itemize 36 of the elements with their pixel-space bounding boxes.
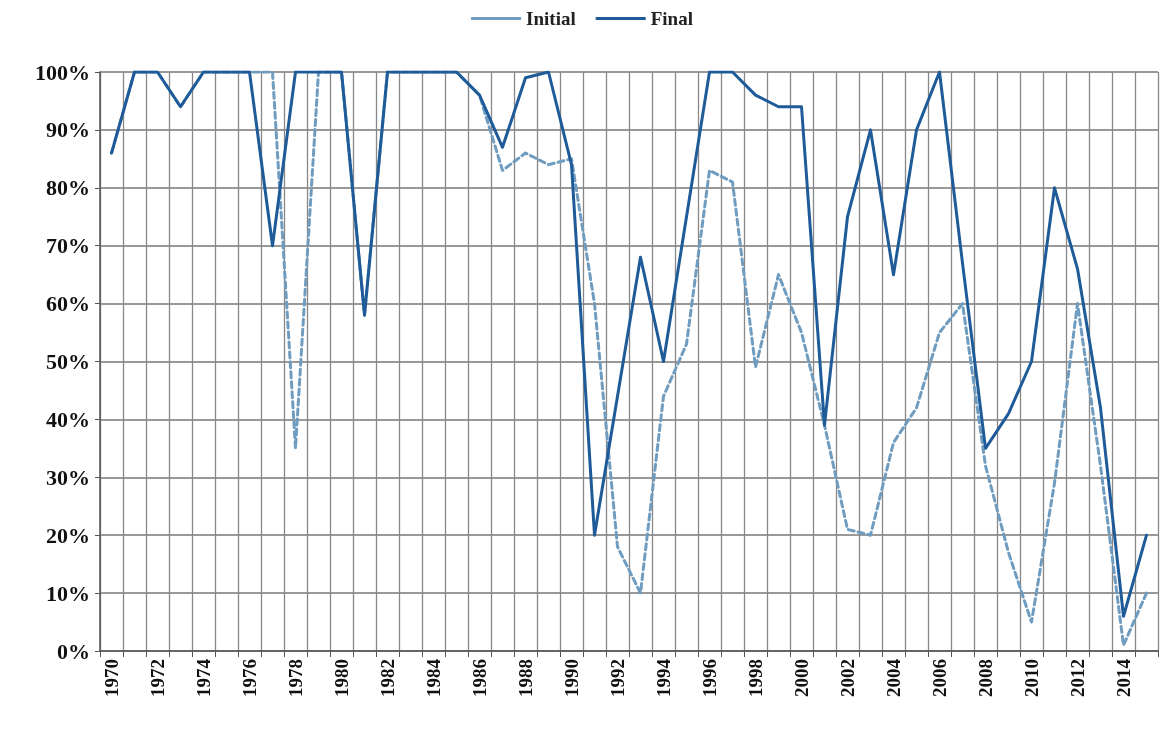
x-tick-label: 2010 (1021, 659, 1042, 697)
x-tick-label: 1974 (193, 658, 214, 697)
y-tick-label: 70% (46, 233, 90, 259)
x-tick-label: 1998 (745, 659, 766, 697)
x-tick-label: 2008 (975, 659, 996, 697)
legend-label: Initial (526, 8, 576, 29)
x-tick-label: 1972 (147, 659, 168, 697)
x-tick-label: 1970 (101, 659, 122, 697)
y-tick-label: 40% (46, 406, 90, 432)
y-tick-label: 60% (46, 291, 90, 317)
y-tick-label: 50% (46, 349, 90, 374)
y-tick-label: 90% (46, 117, 90, 143)
x-tick-label: 2002 (837, 659, 858, 697)
x-tick-label: 1978 (285, 659, 306, 697)
x-tick-label: 1984 (423, 658, 444, 697)
x-tick-label: 1980 (331, 659, 352, 697)
x-tick-label: 2012 (1067, 659, 1088, 697)
x-tick-label: 2004 (883, 658, 904, 697)
x-tick-label: 2006 (929, 659, 950, 697)
x-tick-label: 2014 (1113, 658, 1134, 697)
y-tick-label: 0% (57, 638, 90, 664)
x-tick-label: 1976 (239, 659, 260, 697)
y-tick-label: 10% (46, 580, 90, 606)
x-tick-label: 2000 (791, 659, 812, 697)
x-tick-label: 1990 (561, 659, 582, 697)
legend-label: Final (650, 8, 693, 29)
y-tick-label: 30% (46, 464, 90, 490)
y-tick-label: 100% (35, 59, 90, 85)
x-tick-label: 1988 (515, 659, 536, 697)
x-tick-label: 1982 (377, 659, 398, 697)
y-tick-label: 80% (46, 175, 90, 201)
x-tick-label: 1994 (653, 658, 674, 697)
x-tick-label: 1992 (607, 659, 628, 697)
x-tick-label: 1996 (699, 659, 720, 697)
x-tick-label: 1986 (469, 659, 490, 697)
y-tick-label: 20% (46, 522, 90, 548)
